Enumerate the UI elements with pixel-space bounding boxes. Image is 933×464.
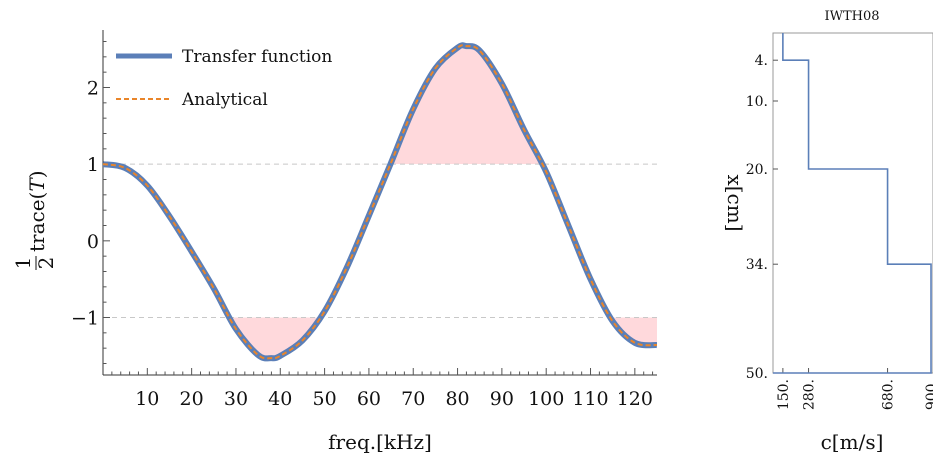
profile-x-tick-label: 150. (776, 379, 792, 410)
profile-y-tick-label: 20. (746, 162, 768, 178)
y-label-trace: trace( (25, 192, 49, 252)
y-ticks: −1 0 1 2 (71, 41, 110, 364)
y-label-fraction-num: 1 (11, 257, 35, 270)
profile-x-tick-label: 680. (881, 379, 897, 410)
x-tick-label: 10 (135, 388, 159, 410)
profile-x-tick-label: 900. (924, 379, 933, 410)
y-label-text: trace(T) (25, 170, 49, 252)
legend: Transfer function Analytical (116, 47, 332, 110)
y-tick-label: 0 (87, 231, 99, 253)
reference-lines (103, 163, 657, 318)
series-lines (103, 42, 657, 362)
profile-frame (772, 32, 933, 374)
x-ticks: 10 20 30 40 50 60 70 80 90 100 110 120 (111, 368, 654, 410)
profile-y-tick-label: 50. (746, 366, 768, 382)
x-tick-label: 50 (313, 388, 337, 410)
y-label-var: T (25, 177, 49, 192)
legend-label-analytical: Analytical (181, 90, 268, 110)
x-tick-label: 40 (268, 388, 292, 410)
profile-x-label: c[m/s] (821, 430, 884, 454)
series-analytical (103, 44, 657, 360)
x-tick-label: 90 (490, 388, 514, 410)
velocity-profile-chart: IWTH08 4. 10. 20. 34. 50. 150. 280. 680. 900. c… (723, 9, 933, 454)
profile-x-tick-label: 280. (802, 379, 818, 410)
y-label-close: ) (25, 170, 49, 178)
x-tick-label: 110 (572, 388, 608, 410)
profile-y-tick-label: 4. (755, 53, 768, 69)
profile-y-ticks: 4. 10. 20. 34. 50. (746, 53, 778, 382)
left-axes (102, 30, 657, 376)
x-tick-label: 20 (180, 388, 204, 410)
y-tick-label: 1 (87, 154, 99, 176)
highlight-bands (103, 45, 657, 359)
y-axis-label: 1 2 trace(T) (11, 170, 58, 270)
x-tick-label: 30 (224, 388, 248, 410)
profile-x-ticks: 150. 280. 680. 900. (776, 368, 933, 410)
profile-y-tick-label: 34. (746, 257, 768, 273)
highlight-band-above (390, 45, 543, 165)
x-tick-label: 70 (401, 388, 425, 410)
y-tick-label: −1 (71, 308, 99, 330)
y-tick-label: 2 (87, 78, 99, 100)
y-label-fraction-den: 2 (34, 257, 58, 270)
highlight-band-below (103, 317, 657, 359)
profile-y-label: x[cm] (723, 174, 747, 231)
legend-label-transfer-function: Transfer function (182, 47, 332, 67)
profile-title: IWTH08 (824, 9, 879, 24)
x-tick-label: 80 (445, 388, 469, 410)
x-axis-label: freq.[kHz] (328, 430, 432, 454)
x-tick-label: 60 (357, 388, 381, 410)
x-tick-label: 120 (617, 388, 653, 410)
x-tick-label: 100 (528, 388, 564, 410)
profile-y-tick-label: 10. (746, 94, 768, 110)
profile-step-line (773, 33, 932, 374)
